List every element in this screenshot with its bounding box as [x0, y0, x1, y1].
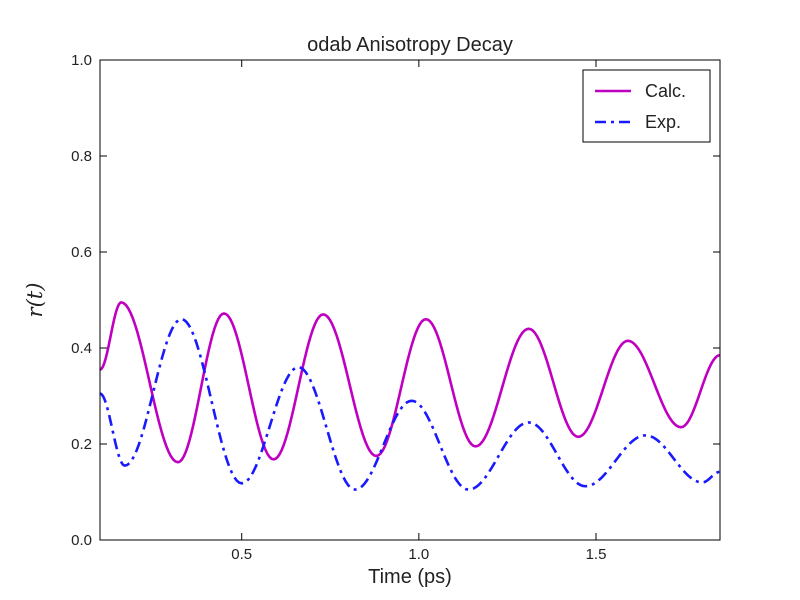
legend-box: [582, 69, 711, 143]
legend-label-calc: Calc.: [645, 81, 686, 101]
x-axis-label: Time (ps): [368, 566, 452, 588]
plot-frame: [99, 59, 721, 541]
series-line-calc: [100, 301, 720, 464]
legend: Calc. Exp.: [582, 69, 711, 143]
y-tick-label: 0.8: [71, 148, 92, 165]
series-layer: [100, 301, 720, 491]
series-line-exp: [100, 317, 720, 491]
chart-title: odab Anisotropy Decay: [307, 34, 513, 56]
y-tick-label: 0.0: [71, 532, 92, 549]
ticks-layer: 0.0 0.2 0.4 0.6 0.8 1.0 0.5 1.0 1.5: [71, 52, 720, 563]
y-axis-label: r(t): [23, 283, 47, 318]
y-tick-label: 0.4: [71, 340, 92, 357]
y-tick-label: 0.6: [71, 244, 92, 261]
y-tick-label: 1.0: [71, 52, 92, 69]
x-tick-label: 1.5: [586, 546, 607, 563]
legend-label-exp: Exp.: [645, 112, 681, 132]
x-tick-label: 0.5: [231, 546, 252, 563]
x-tick-label: 1.0: [408, 546, 429, 563]
y-tick-label: 0.2: [71, 436, 92, 453]
